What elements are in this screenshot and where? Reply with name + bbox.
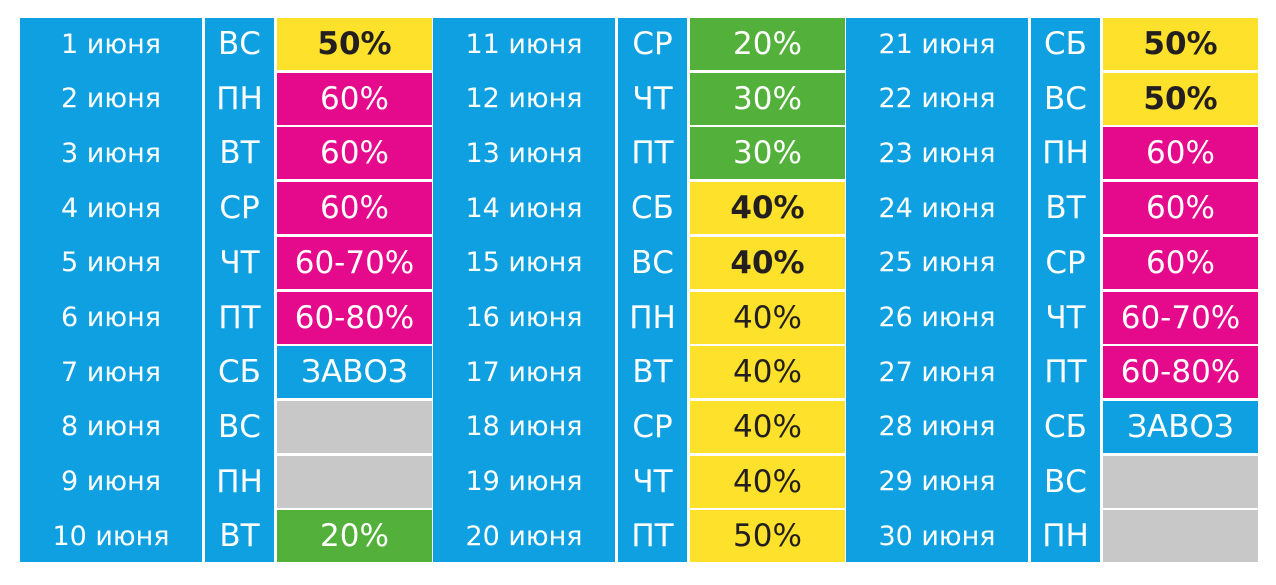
discount-value: ЗАВОЗ xyxy=(1103,400,1258,453)
weekday-label: ПН xyxy=(1042,518,1089,555)
date-label: 17 июня xyxy=(465,356,583,388)
date-label: 3 июня xyxy=(61,137,161,169)
discount-value: 50% xyxy=(690,510,845,563)
weekday-label: ПН xyxy=(1042,135,1089,172)
discount-value: 60-80% xyxy=(1103,346,1258,399)
weekday-label: ПН xyxy=(216,80,263,117)
empty-cell xyxy=(277,400,432,453)
date-label: 20 июня xyxy=(465,520,583,552)
date-label: 8 июня xyxy=(61,411,161,443)
weekday-label: ВС xyxy=(1044,463,1087,500)
discount-value: 40% xyxy=(690,182,845,235)
date-label: 29 июня xyxy=(878,466,996,498)
discount-value: ЗАВОЗ xyxy=(277,346,432,399)
date-label: 13 июня xyxy=(465,137,583,169)
date-label: 7 июня xyxy=(61,356,161,388)
weekday-label: ПТ xyxy=(631,135,674,172)
date-column-bg xyxy=(433,18,615,563)
weekday-label: СБ xyxy=(631,190,674,227)
date-label: 28 июня xyxy=(878,411,996,443)
discount-value: 40% xyxy=(690,346,845,399)
weekday-label: СР xyxy=(219,190,260,227)
discount-value: 60% xyxy=(1103,127,1258,180)
weekday-label: ПН xyxy=(216,463,263,500)
date-label: 14 июня xyxy=(465,192,583,224)
weekday-label: ЧТ xyxy=(632,80,673,117)
date-label: 5 июня xyxy=(61,247,161,279)
date-label: 25 июня xyxy=(878,247,996,279)
date-label: 2 июня xyxy=(61,83,161,115)
discount-value: 60-70% xyxy=(1103,291,1258,344)
weekday-label: СР xyxy=(632,408,673,445)
discount-value: 60-70% xyxy=(277,236,432,289)
weekday-label: ПТ xyxy=(218,299,261,336)
discount-value: 50% xyxy=(277,18,432,70)
discount-value: 50% xyxy=(1103,72,1258,125)
date-label: 15 июня xyxy=(465,247,583,279)
date-label: 1 июня xyxy=(61,28,161,60)
date-label: 30 июня xyxy=(878,520,996,552)
discount-value: 40% xyxy=(690,400,845,453)
weekday-label: СБ xyxy=(1044,408,1087,445)
weekday-label: ЧТ xyxy=(632,463,673,500)
date-label: 19 июня xyxy=(465,466,583,498)
weekday-label: ЧТ xyxy=(1045,299,1086,336)
date-column-bg xyxy=(846,18,1028,563)
weekday-label: ПТ xyxy=(1044,354,1087,391)
empty-cell xyxy=(277,455,432,508)
weekday-label: ВС xyxy=(631,244,674,281)
weekday-label: ВС xyxy=(218,408,261,445)
weekday-label: ПТ xyxy=(631,518,674,555)
discount-value: 20% xyxy=(277,510,432,563)
date-label: 9 июня xyxy=(61,466,161,498)
empty-cell xyxy=(1103,455,1258,508)
empty-cell xyxy=(1103,510,1258,563)
discount-value: 30% xyxy=(690,127,845,180)
discount-value: 60% xyxy=(277,127,432,180)
date-label: 10 июня xyxy=(52,520,170,552)
date-label: 12 июня xyxy=(465,83,583,115)
discount-value: 60% xyxy=(1103,236,1258,289)
weekday-label: ЧТ xyxy=(219,244,260,281)
weekday-label: ПН xyxy=(629,299,676,336)
date-label: 24 июня xyxy=(878,192,996,224)
date-label: 11 июня xyxy=(465,28,583,60)
date-column-bg xyxy=(20,18,202,563)
weekday-label: СР xyxy=(632,26,673,62)
weekday-label: ВС xyxy=(218,26,261,62)
discount-value: 40% xyxy=(690,236,845,289)
date-label: 22 июня xyxy=(878,83,996,115)
date-label: 4 июня xyxy=(61,192,161,224)
discount-value: 20% xyxy=(690,18,845,70)
weekday-column-bg xyxy=(618,18,687,563)
discount-value: 60% xyxy=(277,182,432,235)
date-label: 16 июня xyxy=(465,302,583,333)
date-label: 6 июня xyxy=(61,302,161,333)
discount-value: 50% xyxy=(1103,18,1258,70)
weekday-column-bg xyxy=(205,18,274,563)
discount-value: 30% xyxy=(690,72,845,125)
discount-value: 60% xyxy=(277,72,432,125)
discount-value: 40% xyxy=(690,291,845,344)
weekday-label: ВТ xyxy=(219,135,260,172)
weekday-label: СБ xyxy=(218,354,261,391)
discount-value: 60-80% xyxy=(277,291,432,344)
date-label: 26 июня xyxy=(878,302,996,333)
weekday-label: ВТ xyxy=(1045,190,1086,227)
weekday-label: ВС xyxy=(1044,80,1087,117)
discount-value: 60% xyxy=(1103,182,1258,235)
date-label: 21 июня xyxy=(878,28,996,60)
weekday-label: СР xyxy=(1045,244,1086,281)
date-label: 23 июня xyxy=(878,137,996,169)
discount-value: 40% xyxy=(690,455,845,508)
weekday-column-bg xyxy=(1031,18,1100,563)
weekday-label: ВТ xyxy=(632,354,673,391)
weekday-label: ВТ xyxy=(219,518,260,555)
date-label: 27 июня xyxy=(878,356,996,388)
date-label: 18 июня xyxy=(465,411,583,443)
weekday-label: СБ xyxy=(1044,26,1087,62)
